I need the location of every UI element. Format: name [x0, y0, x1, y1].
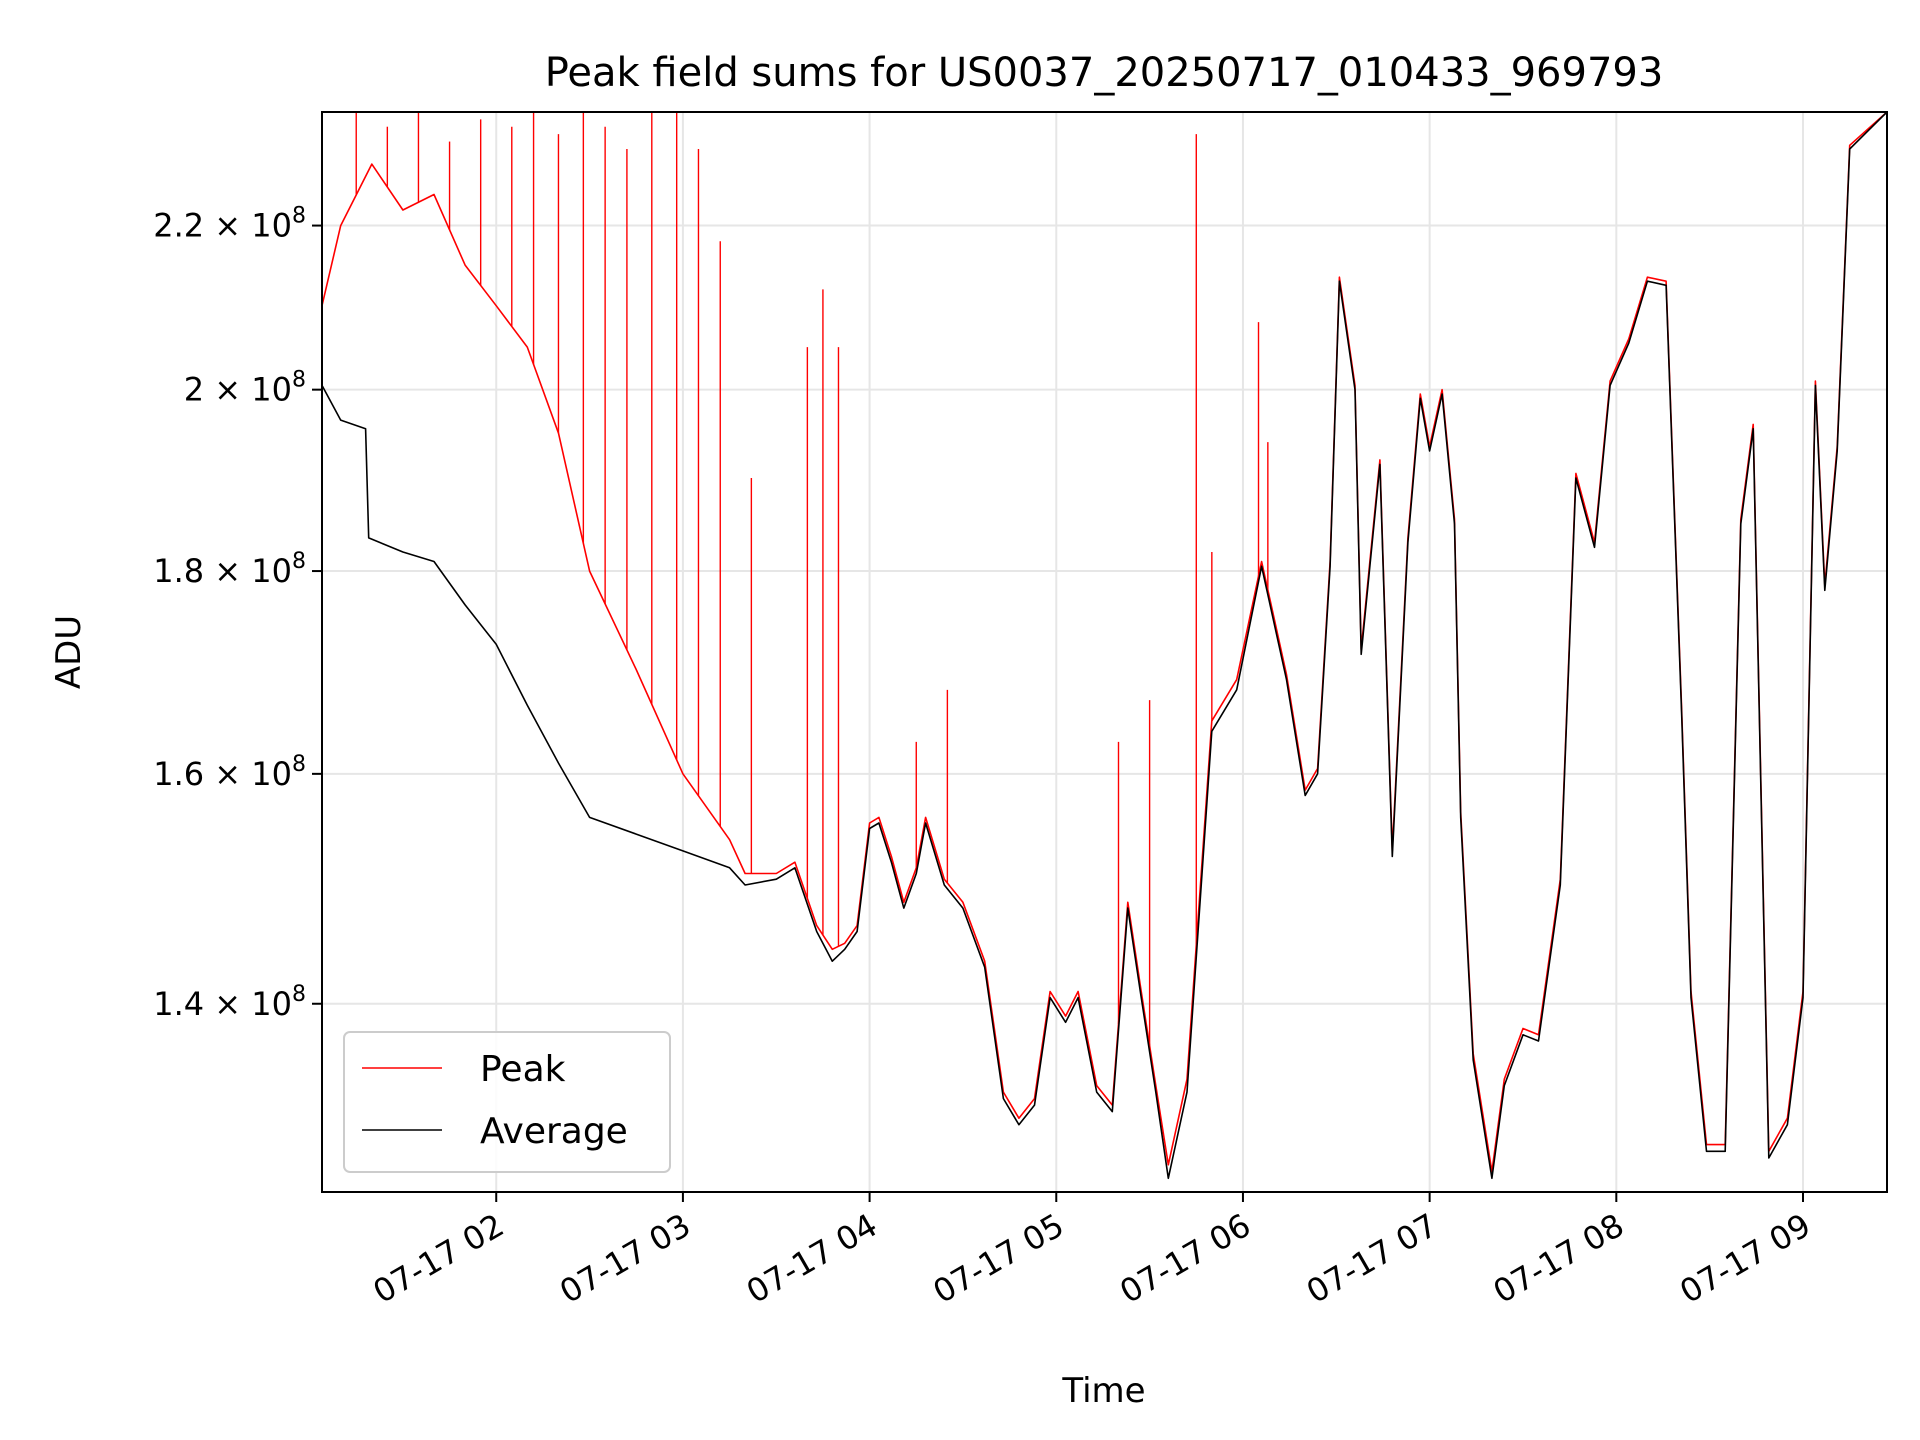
y-tick-label: 2 × 108 [184, 368, 306, 409]
series-line-peak [321, 111, 1888, 1173]
legend-box [343, 1031, 671, 1173]
legend: Peak Average [343, 1031, 671, 1173]
plot-frame [321, 111, 1888, 1193]
plot-lines [321, 111, 1888, 1180]
chart-title: Peak field sums for US0037_20250717_0104… [545, 50, 1664, 96]
y-tick-label: 1.4 × 108 [153, 982, 306, 1023]
y-axis-title: ADU [49, 615, 89, 689]
series-line-average [321, 111, 1888, 1180]
y-tick-label: 1.6 × 108 [153, 752, 306, 793]
y-tick-label: 2.2 × 108 [153, 204, 306, 245]
legend-label-peak: Peak [480, 1049, 566, 1090]
x-axis-title: Time [1061, 1371, 1145, 1411]
legend-label-average: Average [480, 1111, 628, 1152]
grid [322, 112, 1887, 1192]
y-axis: 1.4 × 108 1.6 × 108 1.8 × 108 2 × 108 2.2 × … [153, 204, 322, 1023]
y-tick-label: 1.8 × 108 [153, 549, 306, 590]
